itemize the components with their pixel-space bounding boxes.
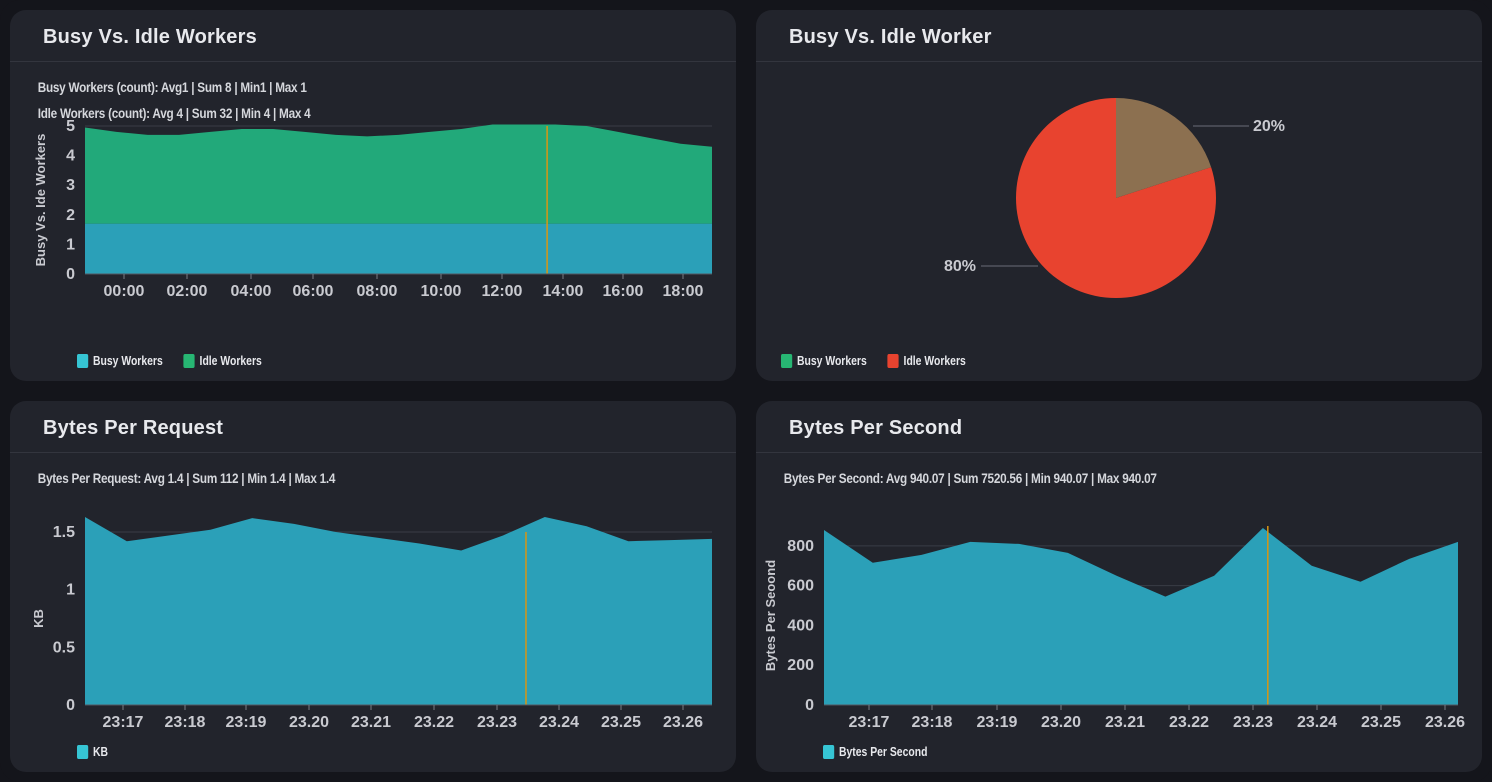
svg-text:23.26: 23.26 <box>663 714 703 731</box>
svg-text:KB: KB <box>31 609 46 628</box>
svg-text:23.25: 23.25 <box>601 714 641 731</box>
svg-text:08:00: 08:00 <box>357 283 398 300</box>
svg-text:5: 5 <box>66 118 75 135</box>
svg-text:02:00: 02:00 <box>167 283 208 300</box>
svg-text:600: 600 <box>787 578 814 595</box>
svg-text:23.22: 23.22 <box>1169 714 1209 731</box>
svg-text:Busy Vs. Ide Workers: Busy Vs. Ide Workers <box>33 134 48 267</box>
svg-text:2: 2 <box>66 207 75 224</box>
svg-text:23:19: 23:19 <box>226 714 267 731</box>
svg-text:23.23: 23.23 <box>477 714 517 731</box>
svg-text:23:18: 23:18 <box>912 714 953 731</box>
svg-text:400: 400 <box>787 617 814 634</box>
svg-text:23.23: 23.23 <box>1233 714 1273 731</box>
svg-text:23:17: 23:17 <box>103 714 144 731</box>
svg-text:0: 0 <box>66 266 75 283</box>
svg-text:18:00: 18:00 <box>663 283 704 300</box>
svg-text:14:00: 14:00 <box>543 283 584 300</box>
svg-text:23.26: 23.26 <box>1425 714 1465 731</box>
svg-text:23:18: 23:18 <box>165 714 206 731</box>
svg-text:3: 3 <box>66 177 75 194</box>
svg-text:00:00: 00:00 <box>104 283 145 300</box>
svg-text:200: 200 <box>787 657 814 674</box>
svg-text:23.22: 23.22 <box>414 714 454 731</box>
svg-text:23:17: 23:17 <box>849 714 890 731</box>
svg-text:800: 800 <box>787 538 814 555</box>
svg-text:23.24: 23.24 <box>539 714 579 731</box>
svg-text:23.21: 23.21 <box>1105 714 1145 731</box>
svg-text:80%: 80% <box>944 258 976 275</box>
svg-text:20%: 20% <box>1253 118 1285 135</box>
svg-text:0.5: 0.5 <box>53 639 75 656</box>
svg-text:Bytes Per Seoond: Bytes Per Seoond <box>763 560 778 671</box>
svg-text:1: 1 <box>66 582 75 599</box>
svg-text:0: 0 <box>66 697 75 714</box>
svg-text:4: 4 <box>66 148 75 165</box>
svg-text:1: 1 <box>66 236 75 253</box>
svg-text:23.21: 23.21 <box>351 714 391 731</box>
svg-text:23:19: 23:19 <box>977 714 1018 731</box>
svg-text:0: 0 <box>805 697 814 714</box>
svg-text:23.25: 23.25 <box>1361 714 1401 731</box>
svg-text:23.20: 23.20 <box>289 714 329 731</box>
svg-text:06:00: 06:00 <box>293 283 334 300</box>
svg-text:12:00: 12:00 <box>482 283 523 300</box>
svg-text:1.5: 1.5 <box>53 524 75 541</box>
svg-text:23.24: 23.24 <box>1297 714 1337 731</box>
svg-text:10:00: 10:00 <box>421 283 462 300</box>
svg-text:16:00: 16:00 <box>603 283 644 300</box>
svg-text:04:00: 04:00 <box>231 283 272 300</box>
svg-text:23.20: 23.20 <box>1041 714 1081 731</box>
